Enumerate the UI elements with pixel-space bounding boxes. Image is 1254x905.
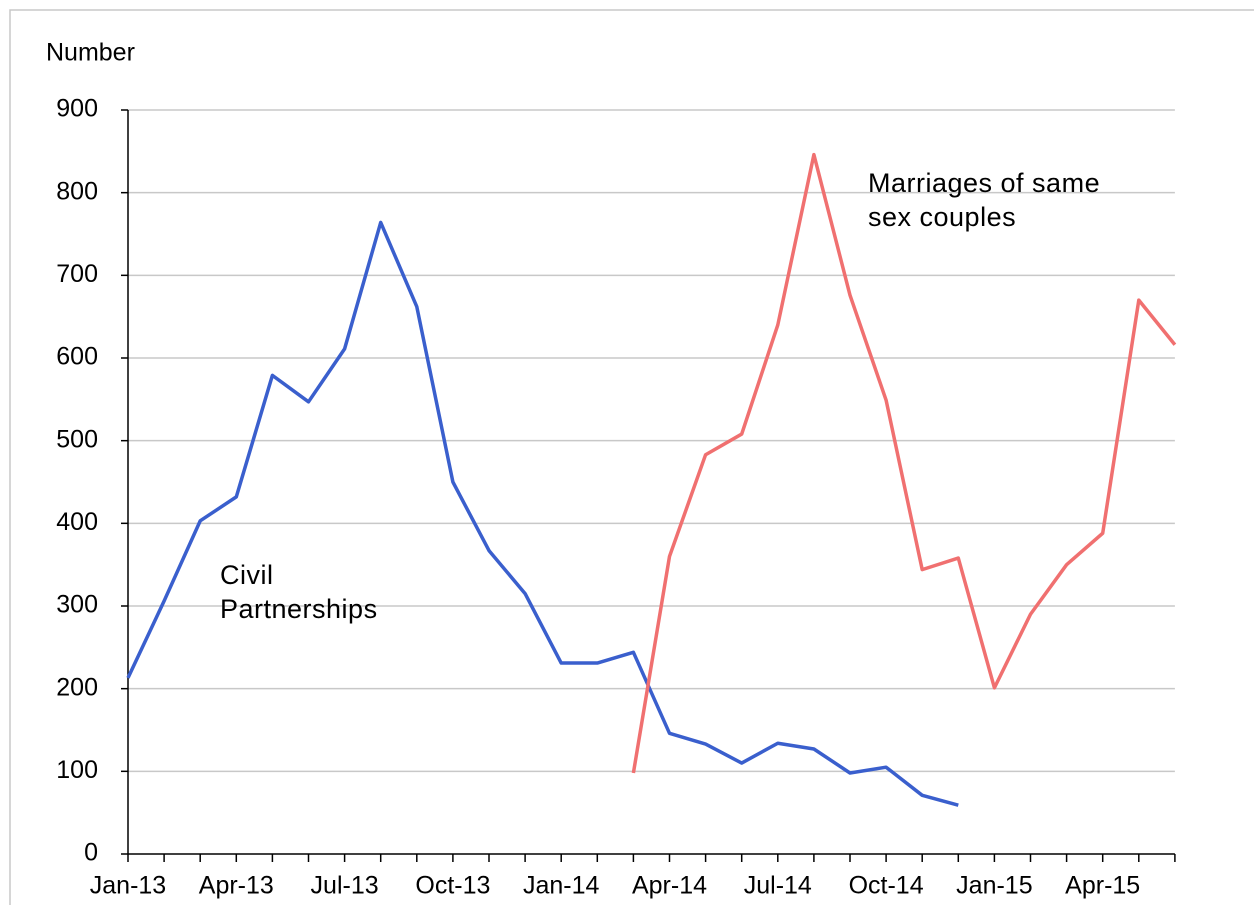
y-tick-label: 200 bbox=[56, 673, 98, 701]
x-tick-label: Jul-14 bbox=[744, 872, 812, 900]
y-axis-label: Number bbox=[46, 39, 135, 67]
y-tick-label: 0 bbox=[84, 839, 98, 867]
x-tick-label: Apr-15 bbox=[1065, 872, 1140, 900]
series-line bbox=[126, 220, 959, 807]
series-label: Civil Partnerships bbox=[220, 560, 378, 624]
y-tick-label: 500 bbox=[56, 425, 98, 453]
x-tick-label: Oct-14 bbox=[849, 872, 924, 900]
series-line bbox=[631, 152, 1177, 774]
y-tick-label: 600 bbox=[56, 343, 98, 371]
x-tick-label: Oct-13 bbox=[415, 872, 490, 900]
y-tick-label: 700 bbox=[56, 260, 98, 288]
y-tick-label: 400 bbox=[56, 508, 98, 536]
x-tick-label: Apr-13 bbox=[199, 872, 274, 900]
y-tick-label: 800 bbox=[56, 177, 98, 205]
y-tick-label: 900 bbox=[56, 95, 98, 123]
series-label: Marriages of same sex couples bbox=[868, 168, 1101, 232]
x-tick-label: Jan-15 bbox=[956, 872, 1032, 900]
x-tick-label: Jan-13 bbox=[90, 872, 166, 900]
x-tick-label: Apr-14 bbox=[632, 872, 707, 900]
y-tick-label: 100 bbox=[56, 756, 98, 784]
y-tick-label: 300 bbox=[56, 591, 98, 619]
x-tick-label: Jul-13 bbox=[311, 872, 379, 900]
x-tick-label: Jan-14 bbox=[523, 872, 600, 900]
frame bbox=[9, 9, 1254, 905]
